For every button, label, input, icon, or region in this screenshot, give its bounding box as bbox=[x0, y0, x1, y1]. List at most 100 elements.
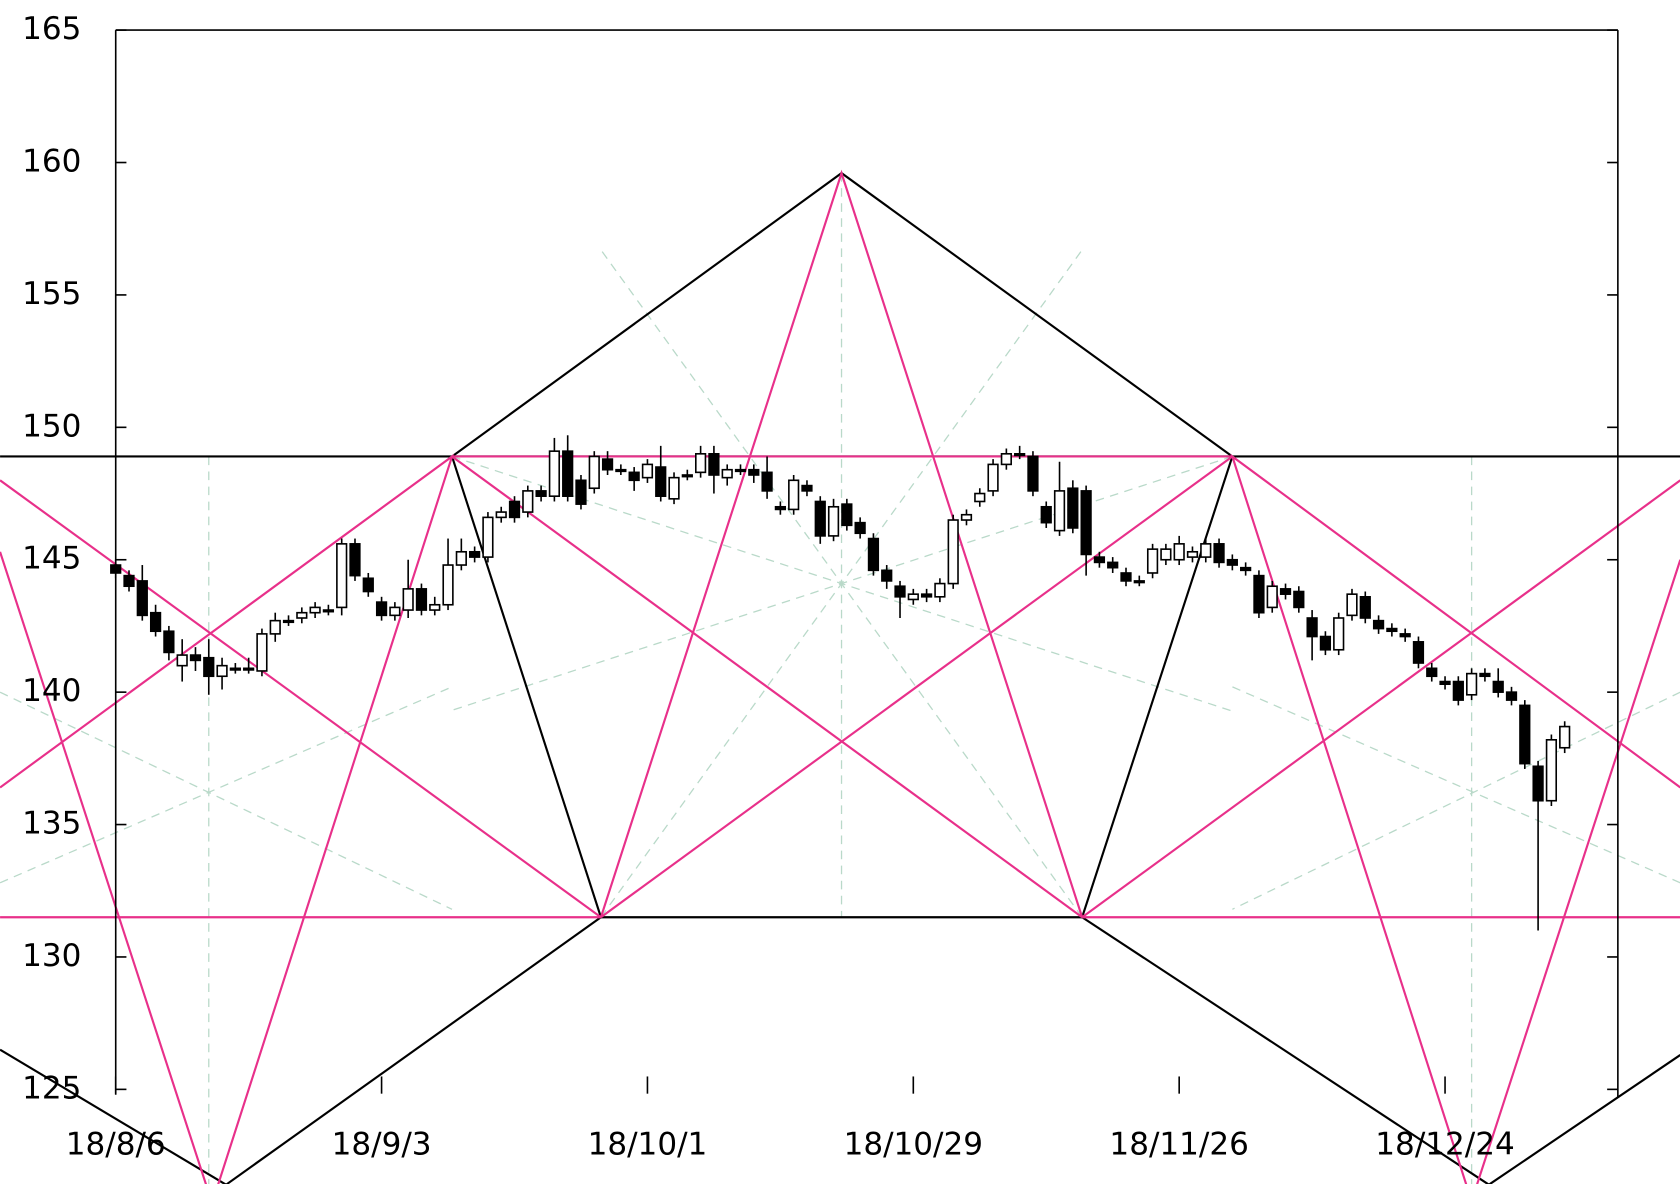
candle-body bbox=[402, 588, 414, 611]
candle-body bbox=[1386, 627, 1398, 633]
overlay-line bbox=[225, 916, 602, 1184]
candle-body bbox=[1173, 543, 1185, 561]
candle-body bbox=[1160, 548, 1172, 561]
overlay-line bbox=[0, 691, 453, 910]
candle-body bbox=[375, 601, 388, 617]
overlay-line bbox=[599, 169, 1084, 918]
candle-body bbox=[1266, 585, 1278, 609]
candle-body bbox=[1000, 453, 1012, 466]
candle-body bbox=[1107, 561, 1119, 569]
y-tick-label: 125 bbox=[22, 1070, 81, 1106]
candle-body bbox=[562, 450, 574, 497]
overlay-line bbox=[0, 479, 602, 919]
candle-body bbox=[1439, 680, 1451, 686]
candle-body bbox=[788, 479, 800, 511]
x-tick-label: 18/10/29 bbox=[844, 1126, 983, 1162]
candle-body bbox=[216, 664, 228, 678]
candle-body bbox=[415, 588, 428, 611]
y-tick-label: 130 bbox=[22, 938, 81, 974]
candle-body bbox=[269, 619, 281, 635]
overlay-line bbox=[1476, 559, 1680, 1184]
x-tick-label: 18/12/24 bbox=[1375, 1126, 1514, 1162]
candle-body bbox=[681, 474, 693, 478]
candle-body bbox=[734, 468, 747, 473]
overlay-line bbox=[1488, 1054, 1680, 1184]
candle-body bbox=[349, 543, 361, 577]
candle-body bbox=[655, 466, 667, 497]
candle-body bbox=[1333, 617, 1345, 651]
overlay-layer bbox=[0, 169, 1680, 1184]
candle-body bbox=[1040, 505, 1052, 524]
candle-body bbox=[694, 453, 707, 474]
overlay-line bbox=[1230, 453, 1680, 1184]
candle-body bbox=[934, 582, 946, 598]
candle-body bbox=[1120, 572, 1132, 582]
candle-body bbox=[1452, 680, 1464, 701]
candle-body bbox=[309, 606, 321, 614]
candle-body bbox=[203, 656, 215, 678]
candle-body bbox=[455, 550, 467, 566]
candle-body bbox=[575, 479, 587, 505]
x-tick-label: 18/11/26 bbox=[1109, 1126, 1248, 1162]
overlay-line bbox=[0, 686, 453, 884]
candle-body bbox=[1226, 558, 1238, 566]
overlay-line bbox=[1081, 456, 1234, 918]
candle-body bbox=[601, 458, 614, 471]
candle-body bbox=[1213, 543, 1225, 564]
y-tick-label: 160 bbox=[22, 143, 81, 179]
candle-body bbox=[229, 667, 241, 671]
candle-body bbox=[841, 503, 853, 527]
candle-body bbox=[495, 511, 507, 519]
candle-body bbox=[535, 490, 547, 497]
overlay-line bbox=[0, 453, 455, 1184]
candle-body bbox=[1146, 548, 1159, 574]
y-tick-label: 140 bbox=[22, 673, 81, 709]
candle-body bbox=[987, 463, 999, 492]
candle-body bbox=[1080, 490, 1092, 556]
candle-body bbox=[389, 606, 401, 617]
candle-body bbox=[1093, 556, 1106, 564]
candle-body bbox=[482, 516, 494, 558]
overlay-line bbox=[0, 1048, 227, 1184]
overlay-line bbox=[0, 551, 208, 1184]
y-tick-label: 150 bbox=[22, 408, 81, 444]
candle-body bbox=[136, 580, 148, 617]
candle-body bbox=[548, 450, 561, 497]
candle-body bbox=[1545, 739, 1558, 802]
x-tick-label: 18/8/6 bbox=[66, 1126, 166, 1162]
candle-body bbox=[123, 574, 135, 588]
candle-body bbox=[774, 505, 787, 511]
candle-body bbox=[1492, 680, 1504, 693]
candle-body bbox=[1306, 617, 1318, 638]
candle-body bbox=[641, 463, 654, 479]
overlay-line bbox=[600, 455, 1233, 919]
candle-body bbox=[282, 619, 295, 624]
candle-body bbox=[1186, 550, 1199, 558]
candle-body bbox=[1200, 543, 1212, 558]
candle-body bbox=[469, 550, 481, 558]
candle-body bbox=[1372, 619, 1385, 630]
candle-body bbox=[1505, 691, 1518, 701]
overlay-line bbox=[451, 456, 602, 918]
candle-body bbox=[1133, 580, 1145, 584]
y-tick-label: 165 bbox=[22, 11, 81, 47]
overlay-line bbox=[1232, 686, 1680, 884]
candle-body bbox=[748, 468, 760, 476]
candle-body bbox=[881, 569, 893, 582]
candle-body bbox=[867, 537, 880, 572]
candle-body bbox=[1319, 635, 1332, 651]
overlay-line bbox=[1081, 916, 1490, 1184]
candle-body bbox=[189, 654, 202, 662]
y-tick-label: 155 bbox=[22, 276, 81, 312]
candle-body bbox=[801, 484, 813, 492]
candle-body bbox=[615, 468, 627, 473]
x-tick-label: 18/10/1 bbox=[588, 1126, 708, 1162]
y-tick-label: 135 bbox=[22, 806, 81, 842]
candle-body bbox=[1479, 672, 1491, 678]
candle-body bbox=[1053, 490, 1066, 532]
candle-body bbox=[814, 500, 826, 537]
candle-body bbox=[894, 585, 906, 598]
